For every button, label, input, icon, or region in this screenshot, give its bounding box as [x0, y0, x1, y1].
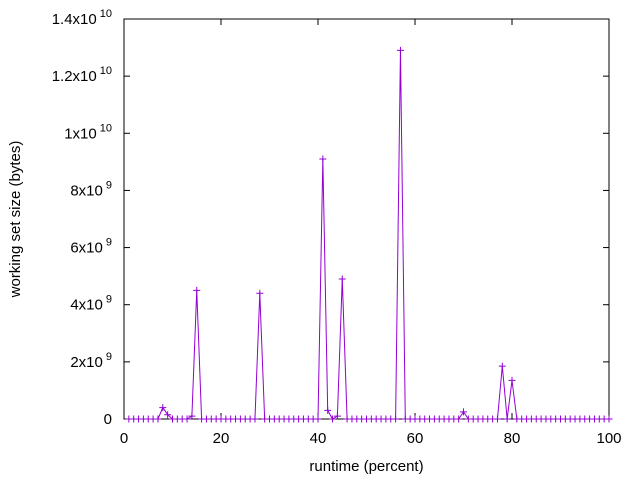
- data-point: [319, 155, 327, 163]
- y-axis-label: working set size (bytes): [7, 141, 24, 299]
- y-tick-mantissa: 8x10: [70, 182, 103, 199]
- x-axis: 0 20 40 60 80 100: [120, 19, 622, 447]
- y-tick-exponent: 9: [106, 294, 112, 306]
- x-tick-label: 80: [504, 430, 521, 447]
- y-tick-exponent: 9: [106, 237, 112, 249]
- data-point: [188, 412, 196, 420]
- data-point: [164, 411, 172, 419]
- data-point: [329, 415, 337, 423]
- y-tick-label: 1.4x10 10: [52, 8, 112, 28]
- data-point: [396, 46, 404, 54]
- y-tick-label: 2x10 9: [70, 351, 112, 371]
- data-point: [314, 415, 322, 423]
- data-point: [159, 404, 167, 412]
- data-point: [460, 408, 467, 416]
- y-tick-exponent: 10: [100, 122, 112, 134]
- data-point: [338, 275, 346, 283]
- x-tick-label: 100: [596, 430, 621, 447]
- y-tick-exponent: 10: [100, 8, 112, 20]
- y-tick-mantissa: 4x10: [70, 297, 103, 314]
- data-point: [251, 415, 259, 423]
- y-tick-label: 4x10 9: [70, 294, 112, 314]
- y-tick-mantissa: 1x10: [64, 125, 97, 142]
- data-point: [605, 415, 613, 423]
- data-point: [183, 415, 191, 423]
- y-tick-exponent: 9: [106, 179, 112, 191]
- y-tick-mantissa: 1.4x10: [52, 11, 97, 28]
- x-tick-label: 0: [120, 430, 128, 447]
- data-point: [455, 415, 463, 423]
- y-tick-label: 1.2x10 10: [52, 65, 112, 85]
- data-point: [503, 415, 511, 423]
- x-tick-label: 20: [213, 430, 230, 447]
- series-polyline: [128, 50, 609, 420]
- y-tick-mantissa: 6x10: [70, 240, 103, 257]
- y-tick-mantissa: 2x10: [70, 354, 103, 371]
- x-tick-label: 40: [310, 430, 327, 447]
- y-tick-exponent: 9: [106, 351, 112, 363]
- y-tick-mantissa: 1.2x10: [52, 68, 97, 85]
- y-tick-label: 0: [104, 411, 112, 428]
- data-point: [498, 362, 506, 370]
- y-tick-exponent: 10: [100, 65, 112, 77]
- y-tick-label: 1x10 10: [64, 122, 112, 142]
- data-point: [508, 376, 516, 384]
- x-axis-label: runtime (percent): [309, 458, 423, 475]
- data-point: [333, 412, 341, 420]
- data-point: [193, 286, 201, 294]
- y-tick-label: 6x10 9: [70, 237, 112, 257]
- series-markers: [125, 46, 613, 423]
- data-point: [154, 415, 162, 423]
- x-tick-label: 60: [407, 430, 424, 447]
- data-point: [324, 406, 332, 414]
- data-point: [256, 289, 264, 297]
- y-tick-label: 8x10 9: [70, 179, 112, 199]
- data-point: [493, 415, 501, 423]
- plot-frame: [123, 18, 610, 420]
- series-line: [128, 50, 609, 420]
- data-point: [392, 415, 400, 423]
